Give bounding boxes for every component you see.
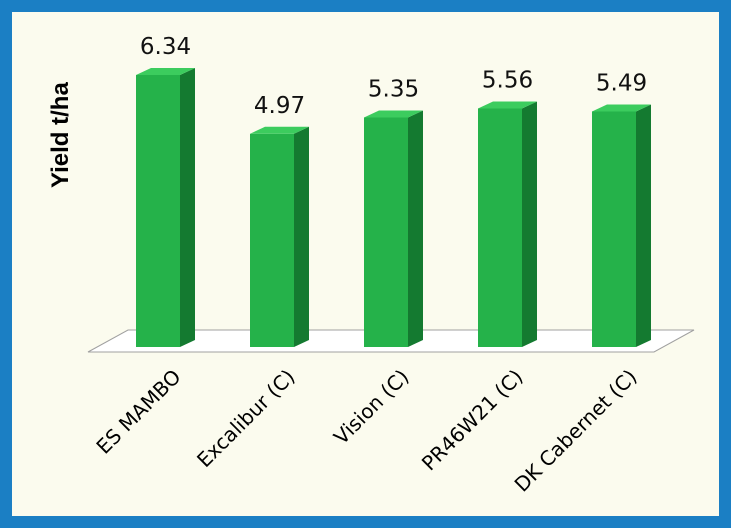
value-labels-group: 6.34 4.97 5.35 5.56 5.49 bbox=[140, 34, 647, 119]
category-labels-group: ES MAMBO Excalibur (C) Vision (C) PR46W21 (… bbox=[91, 365, 641, 497]
bar-side bbox=[636, 104, 651, 347]
bar-2 bbox=[364, 110, 423, 348]
bar-side bbox=[408, 110, 423, 348]
value-label: 5.35 bbox=[368, 76, 419, 102]
bar-front bbox=[250, 133, 294, 347]
bar-3 bbox=[478, 101, 537, 348]
value-label: 6.34 bbox=[140, 34, 191, 60]
bar-chart: Yield t/ha 6.34 4.97 5.35 5.56 5.49 ES MAMBO… bbox=[47, 34, 695, 497]
bar-side bbox=[522, 101, 537, 348]
chart-panel: Yield t/ha 6.34 4.97 5.35 5.56 5.49 ES MAMBO… bbox=[12, 12, 719, 516]
bar-top bbox=[250, 126, 309, 134]
bar-front bbox=[478, 108, 522, 348]
bar-4 bbox=[592, 104, 651, 347]
y-axis-label: Yield t/ha bbox=[47, 82, 74, 188]
bar-1 bbox=[250, 126, 309, 347]
bar-top bbox=[136, 68, 195, 75]
bar-top bbox=[592, 104, 651, 112]
category-label: ES MAMBO bbox=[91, 365, 185, 459]
category-label: Excalibur (C) bbox=[192, 365, 299, 472]
bars-group bbox=[136, 68, 651, 348]
bar-0 bbox=[136, 68, 195, 347]
bar-top bbox=[364, 110, 423, 118]
bar-side bbox=[180, 68, 195, 347]
bar-front bbox=[364, 117, 408, 348]
value-label: 5.56 bbox=[482, 67, 533, 93]
bar-top bbox=[478, 101, 537, 109]
value-label: 4.97 bbox=[254, 93, 305, 119]
category-label: PR46W21 (C) bbox=[417, 365, 528, 476]
value-label: 5.49 bbox=[596, 70, 647, 96]
bar-front bbox=[136, 75, 180, 347]
category-label: Vision (C) bbox=[329, 365, 414, 450]
bar-side bbox=[294, 126, 309, 347]
bar-front bbox=[592, 111, 636, 347]
category-label: DK Cabernet (C) bbox=[510, 365, 642, 497]
